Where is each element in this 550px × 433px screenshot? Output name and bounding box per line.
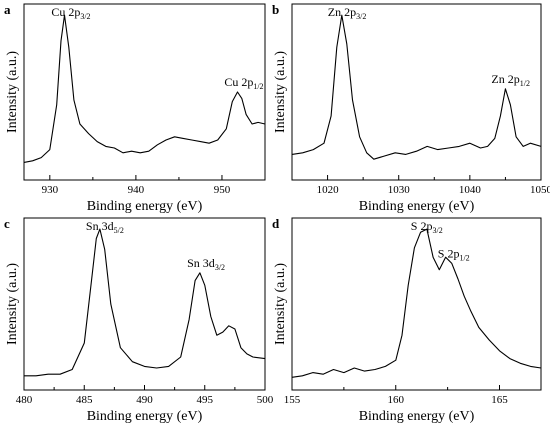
x-tick-label: 930 — [42, 184, 59, 196]
spectrum-line-b — [291, 14, 542, 160]
plot-frame-c — [23, 217, 266, 391]
spectrum-line-a — [23, 14, 266, 163]
x-tick-label: 160 — [388, 394, 405, 406]
peak-label-text: Zn 2p — [328, 5, 356, 19]
peak-label: S 2p1/2 — [438, 246, 470, 262]
peak-label-text: Zn 2p — [491, 72, 519, 86]
plot-frame-d — [291, 217, 542, 391]
x-tick-label: 500 — [257, 394, 274, 406]
peak-label-subscript: 1/2 — [520, 79, 530, 88]
x-tick-label: 1050 — [530, 184, 550, 196]
x-tick-label: 155 — [284, 394, 301, 406]
x-tick-label: 480 — [16, 394, 33, 406]
peak-label: Cu 2p1/2 — [224, 75, 263, 91]
panel-letter-b: b — [272, 2, 279, 17]
panel-letter-c: c — [4, 216, 10, 231]
spectrum-line-d — [291, 228, 542, 378]
peak-label-text: S 2p — [438, 246, 460, 260]
x-tick-label: 1020 — [317, 184, 340, 196]
peak-label-subscript: 3/2 — [356, 12, 366, 21]
peak-label-subscript: 5/2 — [114, 226, 124, 235]
peak-label-subscript: 3/2 — [215, 263, 225, 272]
peak-label-text: Sn 3d — [187, 256, 215, 270]
x-axis-title: Binding energy (eV) — [87, 409, 203, 424]
peak-label: Cu 2p3/2 — [51, 5, 90, 21]
peak-label-subscript: 3/2 — [432, 226, 442, 235]
peak-label-subscript: 3/2 — [80, 12, 90, 21]
y-axis-title: Intensity (a.u.) — [5, 51, 20, 133]
peak-label-text: Cu 2p — [224, 75, 253, 89]
peak-label: Sn 3d3/2 — [187, 256, 225, 272]
x-tick-label: 485 — [76, 394, 93, 406]
panel-letter-a: a — [4, 2, 11, 17]
y-axis-title: Intensity (a.u.) — [5, 263, 20, 345]
peak-label: Sn 3d5/2 — [86, 219, 124, 235]
x-tick-label: 940 — [128, 184, 145, 196]
peak-label-text: Sn 3d — [86, 219, 114, 233]
peak-label: Zn 2p1/2 — [491, 72, 530, 88]
y-axis-title: Intensity (a.u.) — [273, 263, 288, 345]
x-tick-label: 495 — [197, 394, 214, 406]
spectrum-line-c — [24, 228, 266, 377]
x-tick-label: 1030 — [388, 184, 411, 196]
x-tick-label: 490 — [136, 394, 153, 406]
plot-frame-a — [23, 3, 266, 181]
panel-letter-d: d — [272, 216, 280, 231]
peak-label: Zn 2p3/2 — [328, 5, 367, 21]
peak-label-text: Cu 2p — [51, 5, 80, 19]
x-axis-title: Binding energy (eV) — [87, 199, 203, 214]
y-axis-title: Intensity (a.u.) — [273, 51, 288, 133]
peak-label: S 2p3/2 — [411, 219, 443, 235]
x-tick-label: 165 — [491, 394, 508, 406]
x-axis-title: Binding energy (eV) — [359, 409, 475, 424]
peak-label-text: S 2p — [411, 219, 433, 233]
peak-label-subscript: 1/2 — [253, 82, 263, 91]
x-tick-label: 1040 — [459, 184, 482, 196]
x-axis-title: Binding energy (eV) — [359, 199, 475, 214]
peak-label-subscript: 1/2 — [459, 253, 469, 262]
plot-frame-b — [291, 3, 542, 181]
x-tick-label: 950 — [214, 184, 231, 196]
